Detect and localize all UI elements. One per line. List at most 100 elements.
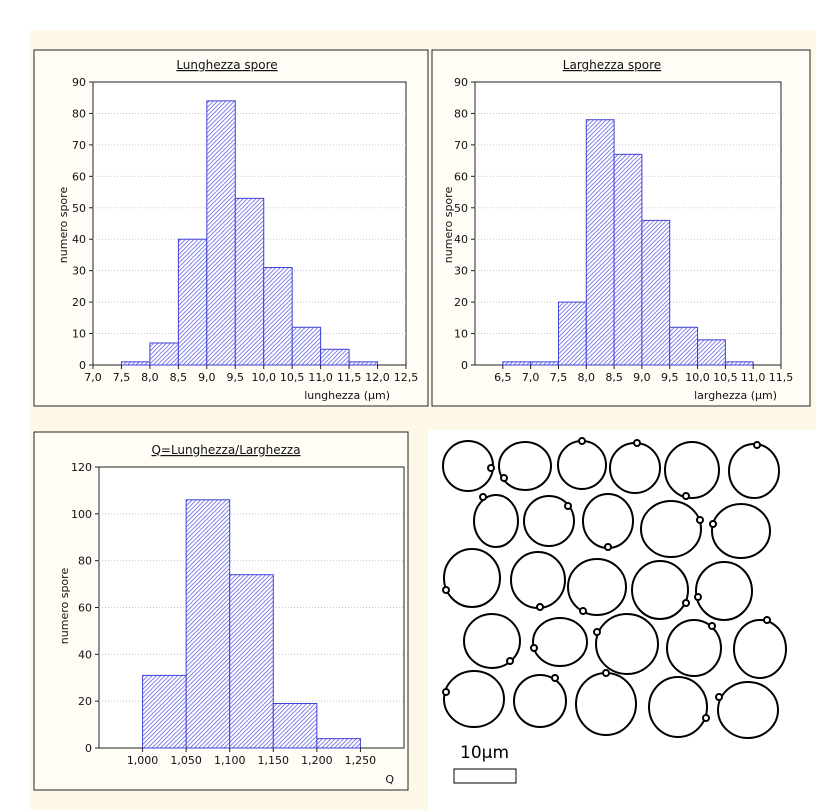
y-tick-label: 90 <box>454 76 468 89</box>
y-tick-label: 40 <box>78 648 92 661</box>
histogram-bar <box>697 339 726 366</box>
x-tick-label: 7,0 <box>84 371 102 384</box>
spore-outline <box>631 560 690 620</box>
x-tick-label: 12,0 <box>365 371 390 384</box>
spore-outline <box>640 500 704 558</box>
histogram-bar <box>641 219 671 366</box>
x-tick-label: 9,5 <box>227 371 245 384</box>
y-axis-label: numero spore <box>442 187 455 264</box>
chart-title: Larghezza spore <box>563 58 661 72</box>
x-tick-label: 8,5 <box>170 371 188 384</box>
histogram-bar <box>669 326 699 366</box>
histogram-bar <box>272 703 318 749</box>
y-axis-label: numero spore <box>57 187 70 264</box>
x-tick-label: 1,100 <box>214 754 246 767</box>
histogram-bar <box>530 361 559 366</box>
spore-outline <box>575 669 637 736</box>
y-tick-label: 60 <box>78 602 92 615</box>
histogram-bar <box>724 361 754 366</box>
chart-title: Q=Lunghezza/Larghezza <box>151 443 300 457</box>
histogram-width: Larghezza spore larghezza (µm) numero sp… <box>431 49 811 407</box>
spore-outline <box>442 440 495 492</box>
y-tick-label: 30 <box>454 265 468 278</box>
spore-outline <box>530 617 588 667</box>
x-tick-label: 9,5 <box>661 371 679 384</box>
spore-outline <box>442 670 505 728</box>
y-tick-label: 100 <box>71 508 92 521</box>
y-axis-label: numero spore <box>58 568 71 645</box>
spore-outline <box>593 613 659 675</box>
spore-outline <box>473 493 519 548</box>
spore-outline <box>694 561 753 621</box>
x-tick-label: 7,5 <box>113 371 131 384</box>
x-tick-label: 11,5 <box>769 371 794 384</box>
y-tick-label: 20 <box>454 296 468 309</box>
x-axis-label: lunghezza (µm) <box>304 389 390 402</box>
x-tick-label: 11,0 <box>741 371 766 384</box>
spore-outline <box>567 558 627 616</box>
y-tick-label: 80 <box>454 107 468 120</box>
chart-title: Lunghezza spore <box>176 58 277 72</box>
spore-outline <box>648 676 710 738</box>
histogram-bar <box>291 326 322 366</box>
spore-outline <box>442 548 501 608</box>
x-tick-label: 10,0 <box>685 371 710 384</box>
y-tick-label: 0 <box>461 359 468 372</box>
y-tick-label: 20 <box>78 695 92 708</box>
y-tick-label: 40 <box>72 233 86 246</box>
x-tick-label: 7,5 <box>550 371 568 384</box>
y-tick-label: 70 <box>72 139 86 152</box>
spore-outline <box>733 616 787 679</box>
x-tick-label: 9,0 <box>633 371 651 384</box>
histogram-bar <box>206 100 236 366</box>
x-tick-label: 1,050 <box>170 754 202 767</box>
x-tick-label: 1,200 <box>301 754 333 767</box>
y-tick-label: 60 <box>454 170 468 183</box>
x-tick-label: 1,000 <box>127 754 159 767</box>
x-tick-label: 8,5 <box>605 371 623 384</box>
spore-outline <box>664 441 720 500</box>
y-tick-label: 70 <box>454 139 468 152</box>
x-tick-label: 1,250 <box>345 754 377 767</box>
histogram-bar <box>229 574 274 749</box>
histogram-bar <box>120 361 151 366</box>
y-tick-label: 10 <box>72 328 86 341</box>
x-axis-label: larghezza (µm) <box>694 389 777 402</box>
spore-outline <box>498 441 552 491</box>
y-tick-label: 20 <box>72 296 86 309</box>
histogram-bar <box>557 301 587 366</box>
spore-outline <box>666 619 722 677</box>
x-tick-label: 11,0 <box>308 371 333 384</box>
scale-bar <box>453 768 517 784</box>
spore-outline <box>709 503 771 559</box>
histogram-bar <box>263 267 293 366</box>
y-tick-label: 80 <box>72 107 86 120</box>
y-tick-label: 0 <box>85 742 92 755</box>
y-tick-label: 60 <box>72 170 86 183</box>
histogram-bar <box>316 738 361 749</box>
x-tick-label: 10,0 <box>251 371 276 384</box>
histogram-bar <box>177 238 208 366</box>
x-tick-label: 1,150 <box>258 754 290 767</box>
scale-bar-label: 10µm <box>460 743 509 763</box>
x-tick-label: 11,5 <box>337 371 362 384</box>
x-tick-label: 10,5 <box>713 371 738 384</box>
histogram-bar <box>613 153 643 366</box>
y-tick-label: 120 <box>71 461 92 474</box>
y-tick-label: 50 <box>72 202 86 215</box>
spore-outlines <box>442 437 787 739</box>
x-tick-label: 6,5 <box>494 371 512 384</box>
spore-outline <box>728 441 780 499</box>
spore-outline <box>609 439 661 494</box>
histogram-bar <box>320 348 350 366</box>
histogram-bar <box>502 361 532 366</box>
spore-outline <box>523 495 575 547</box>
histogram-bar <box>585 119 615 366</box>
x-tick-label: 10,5 <box>280 371 305 384</box>
histogram-bar <box>149 342 179 366</box>
x-tick-label: 12,5 <box>394 371 419 384</box>
spore-outline <box>510 551 566 611</box>
spore-outline <box>557 437 607 490</box>
histogram-length: Lunghezza spore lunghezza (µm) numero sp… <box>33 49 429 407</box>
